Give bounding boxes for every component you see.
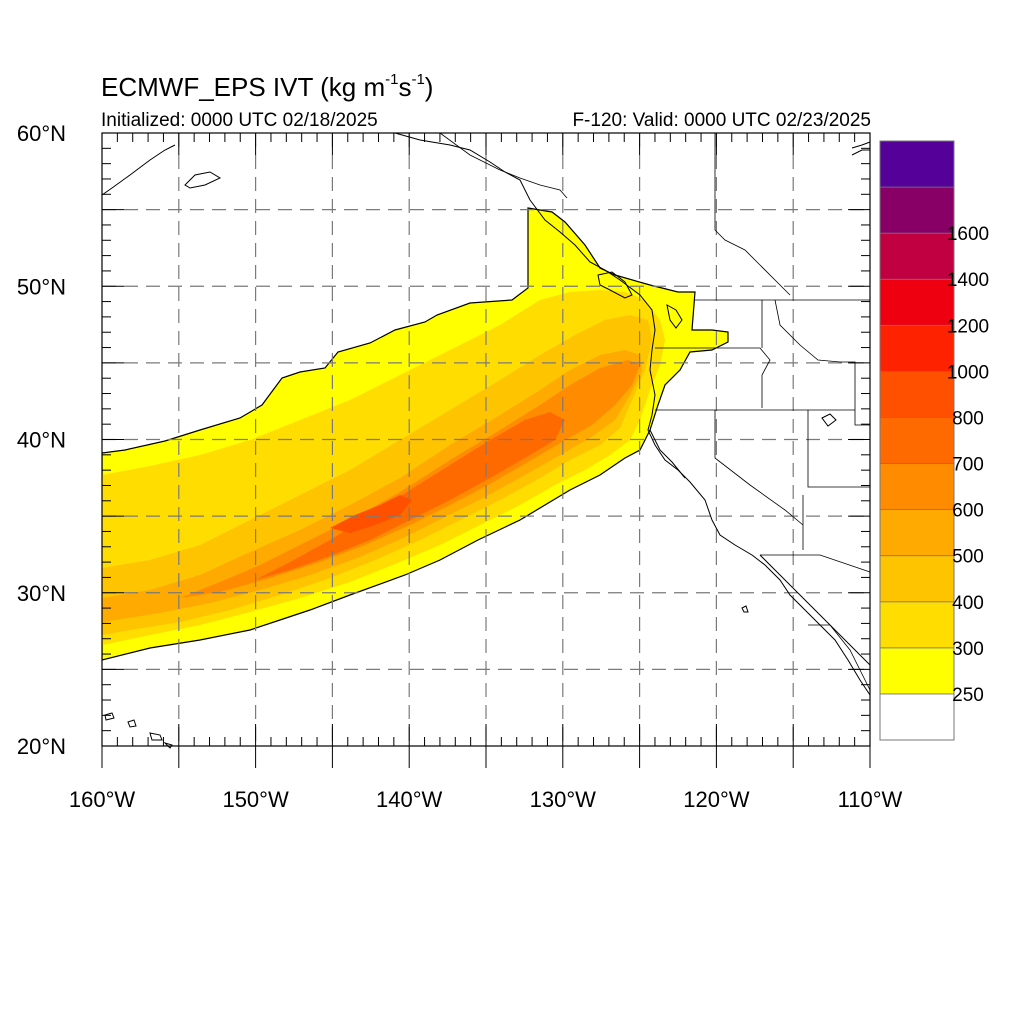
colorbar-label: 1400 xyxy=(947,270,989,291)
colorbar-segment xyxy=(879,601,955,649)
colorbar-label: 250 xyxy=(952,685,984,706)
lat-label: 20°N xyxy=(17,734,66,759)
lon-label: 140°W xyxy=(376,787,443,812)
colorbar-label: 1200 xyxy=(947,316,989,337)
ivt-field xyxy=(102,207,729,661)
colorbar-segment xyxy=(879,186,955,234)
colorbar-segment xyxy=(879,232,955,280)
colorbar-label: 700 xyxy=(952,455,984,476)
colorbar-frame xyxy=(879,140,955,741)
colorbar-segment xyxy=(879,417,955,464)
colorbar-label: 500 xyxy=(952,547,984,568)
lat-label: 50°N xyxy=(17,274,66,299)
ivt-contour-600 xyxy=(180,360,640,598)
latitude-labels: 60°N 50°N 40°N 30°N 20°N xyxy=(17,121,66,759)
colorbar-segment xyxy=(879,463,955,511)
colorbar-label: 800 xyxy=(952,408,984,429)
political-borders xyxy=(439,132,871,691)
chart-title: ECMWF_EPS IVT (kg m-1s-1) xyxy=(101,71,434,102)
lon-label: 150°W xyxy=(222,787,289,812)
colorbar: 250 300 400 500 600 700 800 1000 1200 1400 1600 xyxy=(879,140,989,741)
lat-label: 30°N xyxy=(17,581,66,606)
graticule xyxy=(102,133,870,746)
ivt-contour-500 xyxy=(102,350,642,622)
colorbar-segment xyxy=(879,324,955,372)
lat-label: 40°N xyxy=(17,428,66,453)
longitude-labels: 160°W 150°W 140°W 130°W 120°W 110°W xyxy=(69,787,903,812)
colorbar-label: 400 xyxy=(952,593,984,614)
valid-time-label: F-120: Valid: 0000 UTC 02/23/2025 xyxy=(572,110,871,131)
colorbar-segment xyxy=(879,693,955,741)
colorbar-segment xyxy=(879,370,955,418)
coastlines xyxy=(101,132,871,749)
axis-ticks xyxy=(101,132,871,768)
colorbar-segment xyxy=(879,278,955,326)
colorbar-label: 600 xyxy=(952,501,984,522)
lon-label: 160°W xyxy=(69,787,136,812)
initialized-label: Initialized: 0000 UTC 02/18/2025 xyxy=(101,110,378,131)
colorbar-segment xyxy=(879,140,955,188)
ivt-contour-700 xyxy=(255,412,565,580)
lon-label: 120°W xyxy=(683,787,750,812)
ivt-contour-400 xyxy=(102,315,652,635)
ivt-contour-800 xyxy=(330,495,412,533)
colorbar-label: 1600 xyxy=(947,224,989,245)
colorbar-segment xyxy=(879,509,955,557)
colorbar-segment xyxy=(879,555,955,603)
lon-label: 130°W xyxy=(530,787,597,812)
colorbar-segment xyxy=(879,647,955,695)
lon-label: 110°W xyxy=(838,787,903,812)
colorbar-label: 300 xyxy=(952,639,984,660)
colorbar-label: 1000 xyxy=(947,362,989,383)
lat-label: 60°N xyxy=(17,121,66,146)
